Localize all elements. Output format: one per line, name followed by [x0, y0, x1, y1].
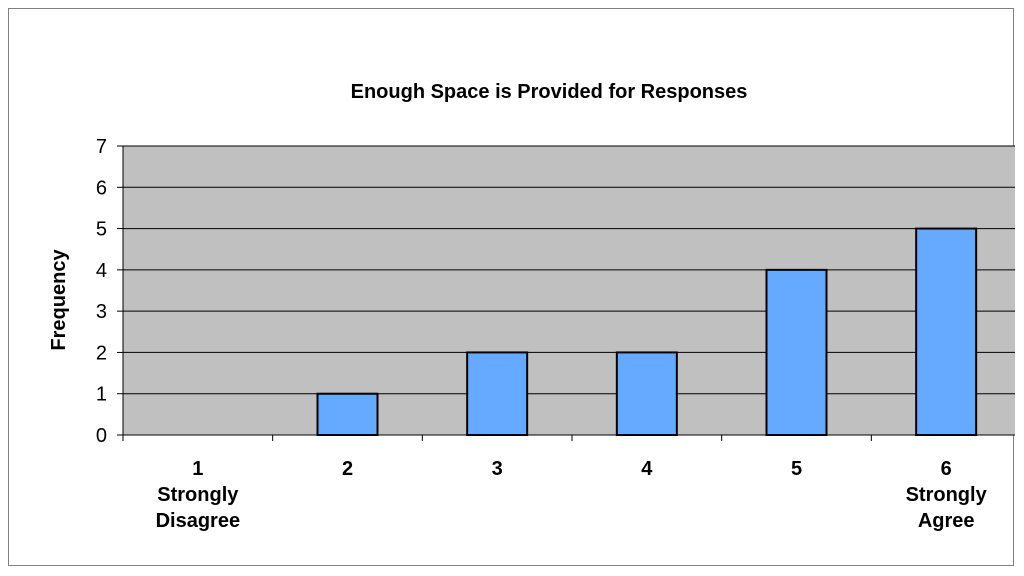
y-tick-label-6: 6 — [96, 177, 107, 199]
x-tick-label-5: 5 — [791, 458, 802, 480]
x-tick-label-2-line-1: 2 — [342, 458, 353, 480]
x-tick-label-5-line-1: 5 — [791, 458, 802, 480]
x-tick-label-4-line-1: 4 — [641, 458, 653, 480]
x-tick-label-1: 1 Strongly Disagree — [156, 458, 241, 532]
bar-4 — [615, 351, 678, 436]
y-tick-label-1: 1 — [96, 384, 107, 406]
x-tick-label-1-line-2: Strongly — [157, 484, 239, 506]
chart-title: Enough Space is Provided for Responses — [351, 81, 748, 103]
x-tick-label-2: 2 — [342, 458, 353, 480]
y-tick-label-3: 3 — [96, 301, 107, 323]
y-axis-label: Frequency — [48, 249, 70, 351]
x-tick-label-3-line-1: 3 — [492, 458, 503, 480]
bar-5 — [765, 268, 828, 436]
chart-frame: Enough Space is Provided for Responses F… — [8, 8, 1015, 566]
x-tick-label-1-line-3: Disagree — [156, 510, 241, 532]
y-tick-label-4: 4 — [96, 260, 107, 282]
y-tick-label-0: 0 — [96, 425, 107, 447]
x-tick-label-6-line-2: Strongly — [906, 484, 988, 506]
bar-6 — [915, 227, 978, 436]
plot-background — [123, 146, 1015, 435]
y-tick-label-7: 7 — [96, 136, 107, 158]
x-tick-label-6-line-3: Agree — [918, 510, 975, 532]
x-tick-label-4: 4 — [641, 458, 653, 480]
x-tick-label-6-line-1: 6 — [941, 458, 952, 480]
bar-3 — [466, 351, 529, 436]
x-tick-label-3: 3 — [492, 458, 503, 480]
bar-2 — [316, 392, 379, 437]
bar-chart: Enough Space is Provided for Responses F… — [48, 81, 1015, 532]
plot-area: 0 1 2 3 4 5 6 7 1 Strongly Disagree 2 3 4 5 6 Strongly Ag… — [96, 136, 1015, 532]
x-tick-label-1-line-1: 1 — [192, 458, 203, 480]
y-tick-label-5: 5 — [96, 219, 107, 241]
y-tick-label-2: 2 — [96, 342, 107, 364]
x-tick-label-6: 6 Strongly Agree — [906, 458, 988, 532]
